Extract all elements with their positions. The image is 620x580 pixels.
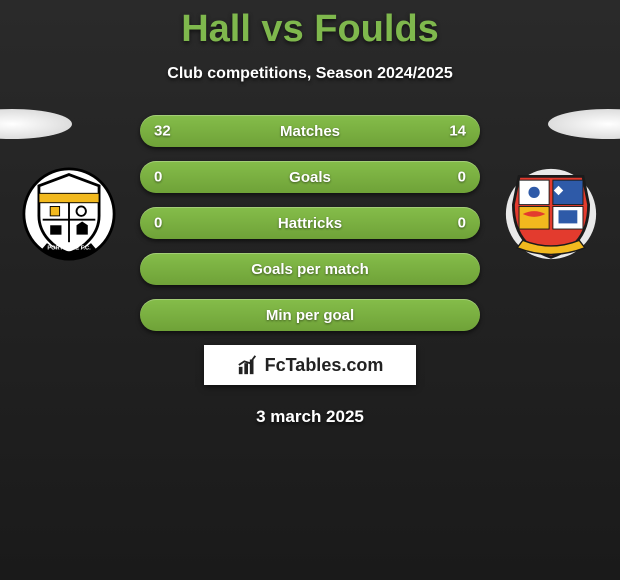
stat-value-right: 0	[458, 169, 466, 186]
stat-label: Hattricks	[278, 215, 342, 232]
date-label: 3 march 2025	[0, 407, 620, 427]
club-badge-right	[504, 167, 598, 261]
stat-row-goals-per-match: Goals per match	[140, 253, 480, 285]
stat-row-matches: 32 Matches 14	[140, 115, 480, 147]
brand-box[interactable]: FcTables.com	[204, 345, 416, 385]
stat-label: Goals	[289, 169, 331, 186]
stat-value-left: 0	[154, 215, 162, 232]
page-title: Hall vs Foulds	[0, 0, 620, 51]
stat-label: Min per goal	[266, 307, 354, 324]
svg-text:PORT VALE F.C.: PORT VALE F.C.	[47, 246, 91, 252]
stat-pills: 32 Matches 14 0 Goals 0 0 Hattricks 0 Go…	[140, 115, 480, 331]
brand-text: FcTables.com	[265, 355, 384, 376]
stat-row-hattricks: 0 Hattricks 0	[140, 207, 480, 239]
club-badge-left: PORT VALE F.C. 1876	[22, 167, 116, 261]
comparison-arena: PORT VALE F.C. 1876	[0, 115, 620, 427]
stat-value-left: 0	[154, 169, 162, 186]
stat-label: Goals per match	[251, 261, 369, 278]
club-crest-left-icon: PORT VALE F.C. 1876	[22, 167, 116, 261]
subtitle: Club competitions, Season 2024/2025	[0, 65, 620, 83]
bar-chart-icon	[237, 354, 259, 376]
platform-right	[548, 109, 620, 139]
stat-value-left: 32	[154, 123, 171, 140]
stat-value-right: 0	[458, 215, 466, 232]
stat-row-min-per-goal: Min per goal	[140, 299, 480, 331]
svg-text:1876: 1876	[63, 255, 76, 261]
stat-label: Matches	[280, 123, 340, 140]
stat-value-right: 14	[449, 123, 466, 140]
stat-row-goals: 0 Goals 0	[140, 161, 480, 193]
platform-left	[0, 109, 72, 139]
club-crest-right-icon	[504, 167, 598, 261]
